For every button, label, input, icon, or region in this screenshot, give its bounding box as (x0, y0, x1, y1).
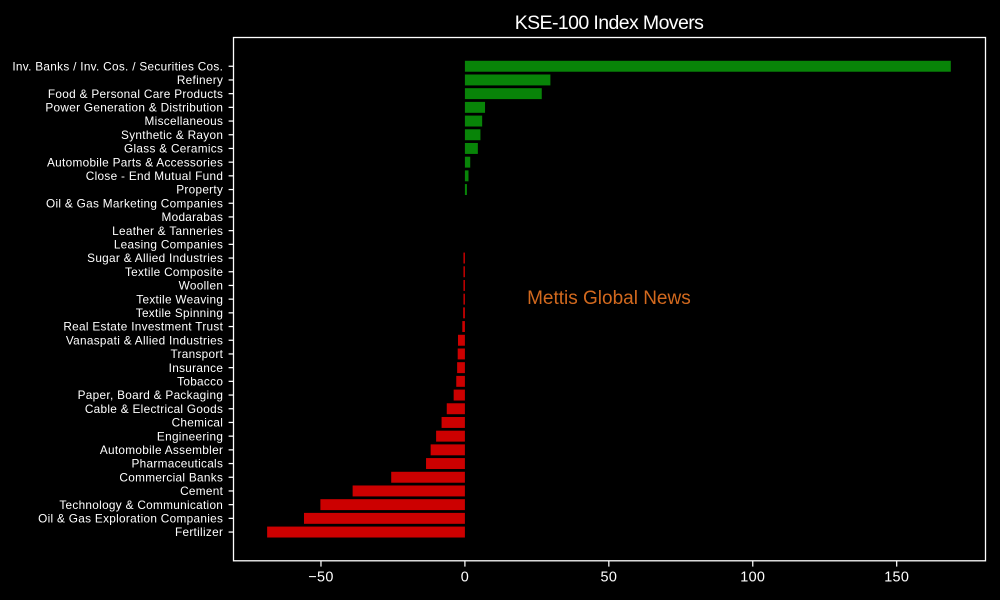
svg-text:KSE-100 Index Movers: KSE-100 Index Movers (515, 12, 704, 34)
svg-text:Textile Spinning: Textile Spinning (136, 306, 223, 320)
svg-text:Textile Composite: Textile Composite (125, 265, 223, 279)
svg-text:Textile Weaving: Textile Weaving (136, 292, 223, 306)
svg-text:−50: −50 (308, 570, 333, 586)
svg-text:Insurance: Insurance (169, 361, 224, 375)
svg-text:Mettis Global News: Mettis Global News (527, 288, 691, 309)
svg-text:Refinery: Refinery (177, 73, 223, 87)
svg-text:Real Estate Investment Trust: Real Estate Investment Trust (63, 320, 223, 334)
svg-text:Automobile Parts & Accessories: Automobile Parts & Accessories (47, 155, 223, 169)
svg-text:Close - End Mutual Fund: Close - End Mutual Fund (86, 169, 223, 183)
svg-text:100: 100 (740, 570, 765, 586)
svg-text:Cement: Cement (180, 484, 224, 498)
svg-text:Paper, Board & Packaging: Paper, Board & Packaging (78, 388, 224, 402)
svg-text:Technology & Communication: Technology & Communication (59, 498, 223, 512)
svg-text:Cable & Electrical Goods: Cable & Electrical Goods (85, 402, 223, 416)
svg-text:Oil & Gas Marketing Companies: Oil & Gas Marketing Companies (46, 196, 223, 210)
svg-text:Vanaspati & Allied Industries: Vanaspati & Allied Industries (66, 333, 223, 347)
svg-text:Glass & Ceramics: Glass & Ceramics (124, 142, 223, 156)
svg-text:Power Generation & Distributio: Power Generation & Distribution (45, 100, 223, 114)
svg-text:Leasing Companies: Leasing Companies (114, 237, 223, 251)
svg-text:Transport: Transport (170, 347, 223, 361)
svg-text:Automobile Assembler: Automobile Assembler (100, 443, 223, 457)
svg-text:Woollen: Woollen (179, 279, 224, 293)
svg-text:0: 0 (461, 570, 469, 586)
svg-text:50: 50 (601, 570, 618, 586)
svg-text:Commercial Banks: Commercial Banks (119, 470, 223, 484)
svg-text:Miscellaneous: Miscellaneous (145, 114, 224, 128)
svg-text:Pharmaceuticals: Pharmaceuticals (131, 457, 223, 471)
svg-text:Food & Personal Care Products: Food & Personal Care Products (48, 87, 223, 101)
svg-text:Synthetic & Rayon: Synthetic & Rayon (121, 128, 223, 142)
svg-text:Tobacco: Tobacco (177, 374, 223, 388)
svg-text:Inv. Banks / Inv. Cos. / Secur: Inv. Banks / Inv. Cos. / Securities Cos. (12, 59, 223, 73)
svg-text:150: 150 (884, 570, 909, 586)
svg-text:Oil & Gas Exploration Companie: Oil & Gas Exploration Companies (38, 511, 223, 525)
svg-text:Leather & Tanneries: Leather & Tanneries (112, 224, 223, 238)
svg-text:Property: Property (176, 183, 223, 197)
svg-text:Engineering: Engineering (157, 429, 223, 443)
svg-text:Chemical: Chemical (172, 416, 224, 430)
svg-text:Sugar & Allied Industries: Sugar & Allied Industries (87, 251, 223, 265)
svg-text:Fertilizer: Fertilizer (175, 525, 223, 539)
svg-text:Modarabas: Modarabas (161, 210, 223, 224)
